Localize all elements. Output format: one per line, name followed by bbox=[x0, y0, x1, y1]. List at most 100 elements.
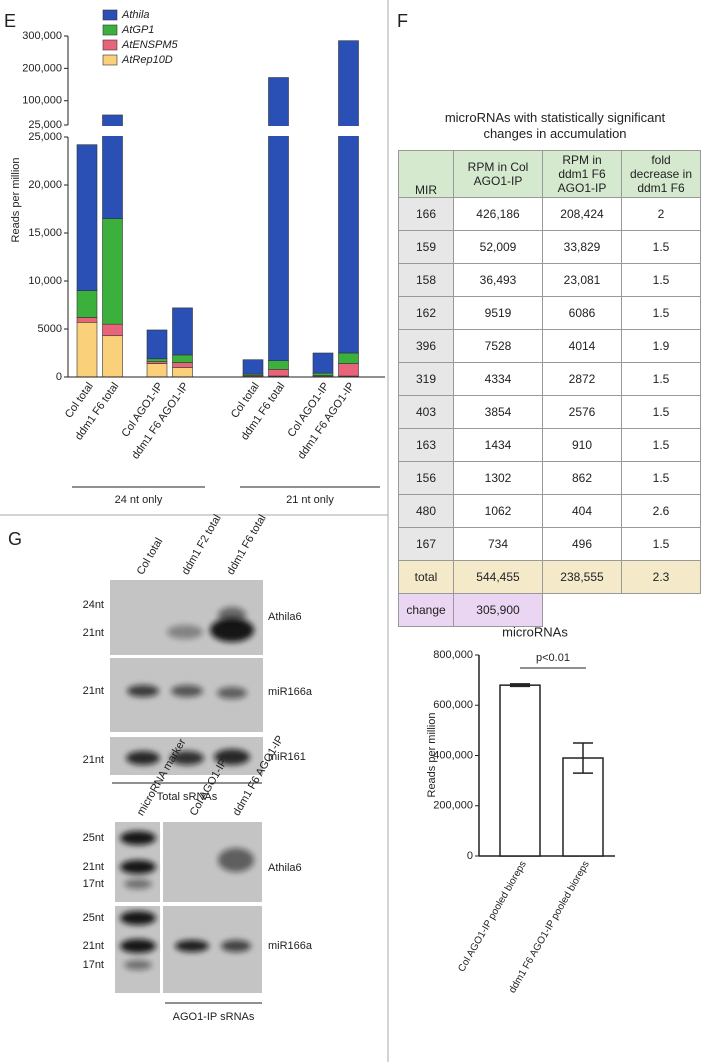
lane-label: ddm1 F2 total bbox=[180, 513, 224, 577]
table-cell: 1302 bbox=[453, 461, 543, 495]
bar-segment bbox=[102, 323, 123, 337]
y-tick-label: 15,000 bbox=[28, 227, 62, 239]
table-row: 396 7528 4014 1.9 bbox=[398, 329, 701, 363]
bar bbox=[562, 757, 604, 857]
table-row: 158 36,493 23,081 1.5 bbox=[398, 263, 701, 297]
blot-caption: AGO1-IP sRNAs bbox=[173, 1011, 255, 1023]
y-tick-label: 10,000 bbox=[28, 275, 62, 287]
probe-label: miR166a bbox=[268, 686, 313, 698]
gel-band bbox=[214, 749, 250, 765]
table-row: 480 1062 404 2.6 bbox=[398, 494, 701, 528]
y-tick-label: 400,000 bbox=[433, 749, 473, 761]
bar-segment bbox=[338, 352, 359, 364]
probe-label: miR166a bbox=[268, 940, 313, 952]
size-marker: 21nt bbox=[83, 627, 104, 639]
table-cell: RPM in Col AGO1-IP bbox=[453, 150, 543, 198]
blot-caption: Total sRNAs bbox=[157, 791, 218, 803]
lane-label: Col total bbox=[135, 536, 166, 577]
legend-swatch bbox=[102, 24, 118, 36]
gel-band bbox=[124, 960, 152, 970]
table-cell: 544,455 bbox=[453, 560, 543, 594]
size-marker: 25nt bbox=[83, 912, 104, 924]
gel-band bbox=[120, 939, 156, 953]
gel-band bbox=[218, 607, 246, 623]
table-cell: 7528 bbox=[453, 329, 543, 363]
table-cell: 1.5 bbox=[621, 362, 701, 396]
y-tick-label: 0 bbox=[467, 850, 473, 862]
x-tick-label: Col AGO1-IP pooled bioreps bbox=[456, 859, 529, 974]
gel-band bbox=[124, 879, 152, 889]
y-tick-label: 0 bbox=[56, 371, 62, 383]
bar-segment bbox=[242, 359, 264, 375]
bar-segment bbox=[172, 354, 193, 363]
y-tick-label: 25,000 bbox=[28, 131, 62, 143]
table-cell bbox=[622, 594, 701, 627]
bar bbox=[499, 684, 541, 857]
gel-band bbox=[170, 751, 204, 765]
table-cell: 1434 bbox=[453, 428, 543, 462]
table-cell: change bbox=[398, 593, 454, 627]
gel-band bbox=[175, 940, 209, 952]
table-cell: 862 bbox=[542, 461, 622, 495]
bar-segment bbox=[76, 317, 98, 323]
table-cell: 158 bbox=[398, 263, 454, 297]
size-marker: 24nt bbox=[83, 599, 104, 611]
gel-band bbox=[221, 940, 251, 952]
y-tick-label: 200,000 bbox=[22, 62, 62, 74]
table-row: 403 3854 2576 1.5 bbox=[398, 395, 701, 429]
size-marker: 21nt bbox=[83, 940, 104, 952]
gel-band bbox=[120, 860, 156, 874]
legend-swatch bbox=[102, 9, 118, 21]
table-row: 156 1302 862 1.5 bbox=[398, 461, 701, 495]
table-row: MIR RPM in Col AGO1-IP RPM in ddm1 F6 AGO1… bbox=[398, 150, 701, 198]
bar-segment bbox=[172, 307, 193, 356]
size-marker: 21nt bbox=[83, 685, 104, 697]
axis-break bbox=[69, 126, 386, 136]
size-marker: 25nt bbox=[83, 832, 104, 844]
y-tick-label: 25,000 bbox=[28, 119, 62, 131]
table-cell: 162 bbox=[398, 296, 454, 330]
y-tick-label: 5000 bbox=[38, 323, 62, 335]
table-cell: 2 bbox=[621, 197, 701, 231]
table-row: 319 4334 2872 1.5 bbox=[398, 362, 701, 396]
chart-title: microRNAs bbox=[502, 624, 568, 639]
gel-band bbox=[120, 911, 156, 925]
table-cell: 238,555 bbox=[542, 560, 622, 594]
group-label: 24 nt only bbox=[115, 494, 163, 506]
table-cell: 1.5 bbox=[621, 263, 701, 297]
table-cell: 2.3 bbox=[621, 560, 701, 594]
bar-segment bbox=[102, 218, 123, 325]
bar-segment bbox=[102, 335, 123, 378]
size-marker: 21nt bbox=[83, 861, 104, 873]
table-row: 163 1434 910 1.5 bbox=[398, 428, 701, 462]
size-marker: 17nt bbox=[83, 878, 104, 890]
size-marker: 21nt bbox=[83, 754, 104, 766]
table: MIR RPM in Col AGO1-IP RPM in ddm1 F6 AGO1… bbox=[398, 150, 701, 627]
gel-band bbox=[120, 831, 156, 845]
table-cell: total bbox=[398, 560, 454, 594]
size-marker: 17nt bbox=[83, 959, 104, 971]
gel-band bbox=[167, 625, 203, 639]
table-cell: 480 bbox=[398, 494, 454, 528]
probe-label: miR161 bbox=[268, 751, 306, 763]
y-tick-label: 200,000 bbox=[433, 800, 473, 812]
probe-label: Athila6 bbox=[268, 862, 302, 874]
table-cell: 1.5 bbox=[621, 461, 701, 495]
table-cell: 1.5 bbox=[621, 296, 701, 330]
table-cell: 166 bbox=[398, 197, 454, 231]
table-cell: 52,009 bbox=[453, 230, 543, 264]
bar-segment bbox=[146, 358, 168, 362]
bar-segment bbox=[102, 114, 123, 219]
table-cell: 1.5 bbox=[621, 428, 701, 462]
table-cell: MIR bbox=[398, 150, 454, 198]
legend-swatch bbox=[102, 54, 118, 66]
panel-label: E bbox=[4, 11, 16, 31]
table-cell: 33,829 bbox=[542, 230, 622, 264]
bar-segment bbox=[268, 369, 289, 377]
table-cell: 4334 bbox=[453, 362, 543, 396]
bar-segment bbox=[338, 40, 359, 354]
bar-segment bbox=[146, 329, 168, 360]
bar-segment bbox=[76, 321, 98, 378]
bar-segment bbox=[312, 352, 334, 374]
gel-band bbox=[218, 848, 254, 872]
